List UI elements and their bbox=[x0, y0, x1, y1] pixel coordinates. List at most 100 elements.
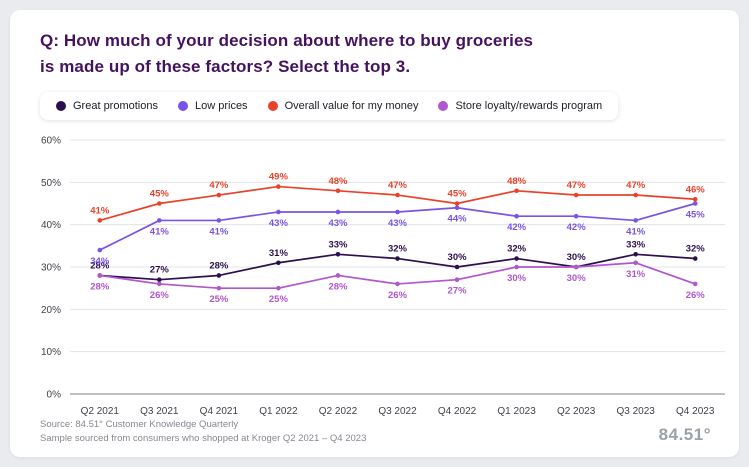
data-point bbox=[573, 213, 579, 219]
legend-item: Overall value for my money bbox=[267, 100, 419, 112]
data-point-label: 28% bbox=[328, 281, 348, 292]
legend-item: Store loyalty/rewards program bbox=[438, 100, 602, 112]
data-point-label: 31% bbox=[269, 248, 289, 259]
data-point bbox=[276, 184, 281, 189]
data-point-label: 28% bbox=[209, 260, 229, 271]
data-point bbox=[692, 256, 698, 261]
data-point-label: 45% bbox=[686, 210, 706, 221]
data-point bbox=[335, 252, 341, 257]
data-point-label: 26% bbox=[150, 290, 170, 301]
data-point bbox=[276, 285, 281, 291]
data-point-label: 46% bbox=[686, 184, 706, 195]
legend-label: Low prices bbox=[194, 100, 248, 112]
data-point bbox=[633, 218, 638, 223]
legend-label: Store loyalty/rewards program bbox=[455, 100, 603, 112]
data-point-label: 33% bbox=[328, 239, 348, 250]
data-point-label: 28% bbox=[90, 281, 110, 292]
data-point bbox=[157, 281, 162, 287]
data-point bbox=[454, 264, 460, 270]
x-axis-tick-label: Q2 2021 bbox=[81, 406, 120, 417]
data-point-label: 27% bbox=[448, 286, 468, 297]
data-point-label: 31% bbox=[626, 269, 646, 280]
data-point-label: 49% bbox=[269, 172, 289, 183]
data-point-label: 45% bbox=[448, 189, 468, 200]
data-point-label: 26% bbox=[686, 290, 706, 301]
data-point-label: 41% bbox=[209, 226, 229, 237]
y-axis-tick-label: 40% bbox=[41, 220, 61, 231]
data-point bbox=[573, 264, 579, 270]
y-axis-tick-label: 30% bbox=[41, 263, 61, 274]
data-point-label: 47% bbox=[626, 180, 646, 191]
brand-logo: 84.51° bbox=[658, 425, 711, 444]
source-note: Source: 84.51° Customer Knowledge Quarte… bbox=[40, 418, 366, 447]
data-point-label: 30% bbox=[567, 273, 587, 284]
source-line2: Sample sourced from consumers who shoppe… bbox=[40, 433, 367, 445]
data-point bbox=[633, 252, 638, 257]
data-point bbox=[335, 273, 341, 278]
data-point-label: 41% bbox=[626, 226, 646, 237]
data-point bbox=[157, 201, 162, 206]
data-point bbox=[216, 285, 222, 291]
data-point bbox=[633, 260, 638, 266]
x-axis-tick-label: Q4 2023 bbox=[676, 406, 715, 417]
data-point bbox=[692, 281, 698, 287]
data-point-label: 30% bbox=[448, 252, 468, 263]
data-point bbox=[395, 209, 400, 215]
data-point-label: 43% bbox=[269, 218, 289, 229]
x-axis-tick-label: Q3 2021 bbox=[140, 406, 179, 417]
x-axis-tick-label: Q2 2022 bbox=[319, 406, 358, 417]
data-point-label: 47% bbox=[388, 180, 408, 191]
data-point-label: 41% bbox=[150, 226, 170, 237]
data-point-label: 28% bbox=[90, 260, 110, 271]
x-axis-tick-label: Q3 2023 bbox=[616, 406, 655, 417]
data-point bbox=[514, 264, 519, 270]
legend-dot-icon bbox=[56, 101, 66, 111]
data-point-label: 43% bbox=[388, 218, 408, 229]
legend-label: Overall value for my money bbox=[284, 100, 419, 112]
data-point bbox=[216, 273, 222, 278]
data-point-label: 32% bbox=[686, 244, 706, 255]
data-point-label: 30% bbox=[507, 273, 527, 284]
data-point bbox=[276, 209, 281, 215]
data-point bbox=[514, 188, 519, 194]
data-point-label: 30% bbox=[567, 252, 587, 263]
y-axis-tick-label: 20% bbox=[41, 305, 61, 316]
data-point bbox=[335, 209, 341, 215]
legend-label: Great promotions bbox=[73, 100, 158, 112]
y-axis-tick-label: 10% bbox=[41, 347, 61, 358]
data-point-label: 42% bbox=[507, 222, 527, 233]
line-chart: 0% 10% 20% 30% 40% 50% 60% Q2 2021 Q3 2021 Q4 202… bbox=[41, 136, 725, 417]
chart-title: Q: How much of your decision about where… bbox=[40, 28, 533, 79]
x-axis-tick-label: Q2 2023 bbox=[557, 406, 596, 417]
data-point-label: 43% bbox=[328, 218, 348, 229]
x-axis-tick-label: Q1 2023 bbox=[497, 406, 536, 417]
data-point-label: 42% bbox=[567, 222, 587, 233]
data-point bbox=[395, 281, 400, 287]
series-line bbox=[98, 185, 697, 222]
data-point bbox=[395, 256, 400, 261]
data-point bbox=[454, 277, 460, 282]
legend-item: Low prices bbox=[177, 100, 248, 112]
data-point bbox=[454, 201, 460, 206]
chart-title-line2: is made up of these factors? Select the … bbox=[40, 56, 411, 76]
y-axis-tick-label: 60% bbox=[41, 136, 61, 147]
data-point bbox=[97, 218, 103, 223]
data-point-label: 47% bbox=[209, 180, 229, 191]
data-point-label: 33% bbox=[626, 239, 646, 250]
data-point-label: 47% bbox=[567, 180, 587, 191]
data-point-label: 27% bbox=[150, 265, 170, 276]
legend-dot-icon bbox=[267, 101, 278, 111]
y-axis-tick-label: 0% bbox=[47, 390, 62, 401]
x-axis-tick-label: Q4 2021 bbox=[200, 406, 239, 417]
data-point bbox=[97, 247, 103, 253]
data-point bbox=[395, 192, 400, 198]
data-point-label: 48% bbox=[328, 176, 348, 187]
data-point bbox=[216, 192, 222, 198]
data-point-label: 32% bbox=[507, 244, 527, 255]
source-line1: Source: 84.51° Customer Knowledge Quarte… bbox=[40, 418, 239, 430]
data-point-label: 44% bbox=[448, 214, 468, 225]
data-point bbox=[335, 188, 341, 194]
data-point bbox=[276, 260, 281, 266]
legend: Great promotions Low prices Overall value … bbox=[40, 92, 619, 120]
data-point bbox=[692, 196, 698, 202]
